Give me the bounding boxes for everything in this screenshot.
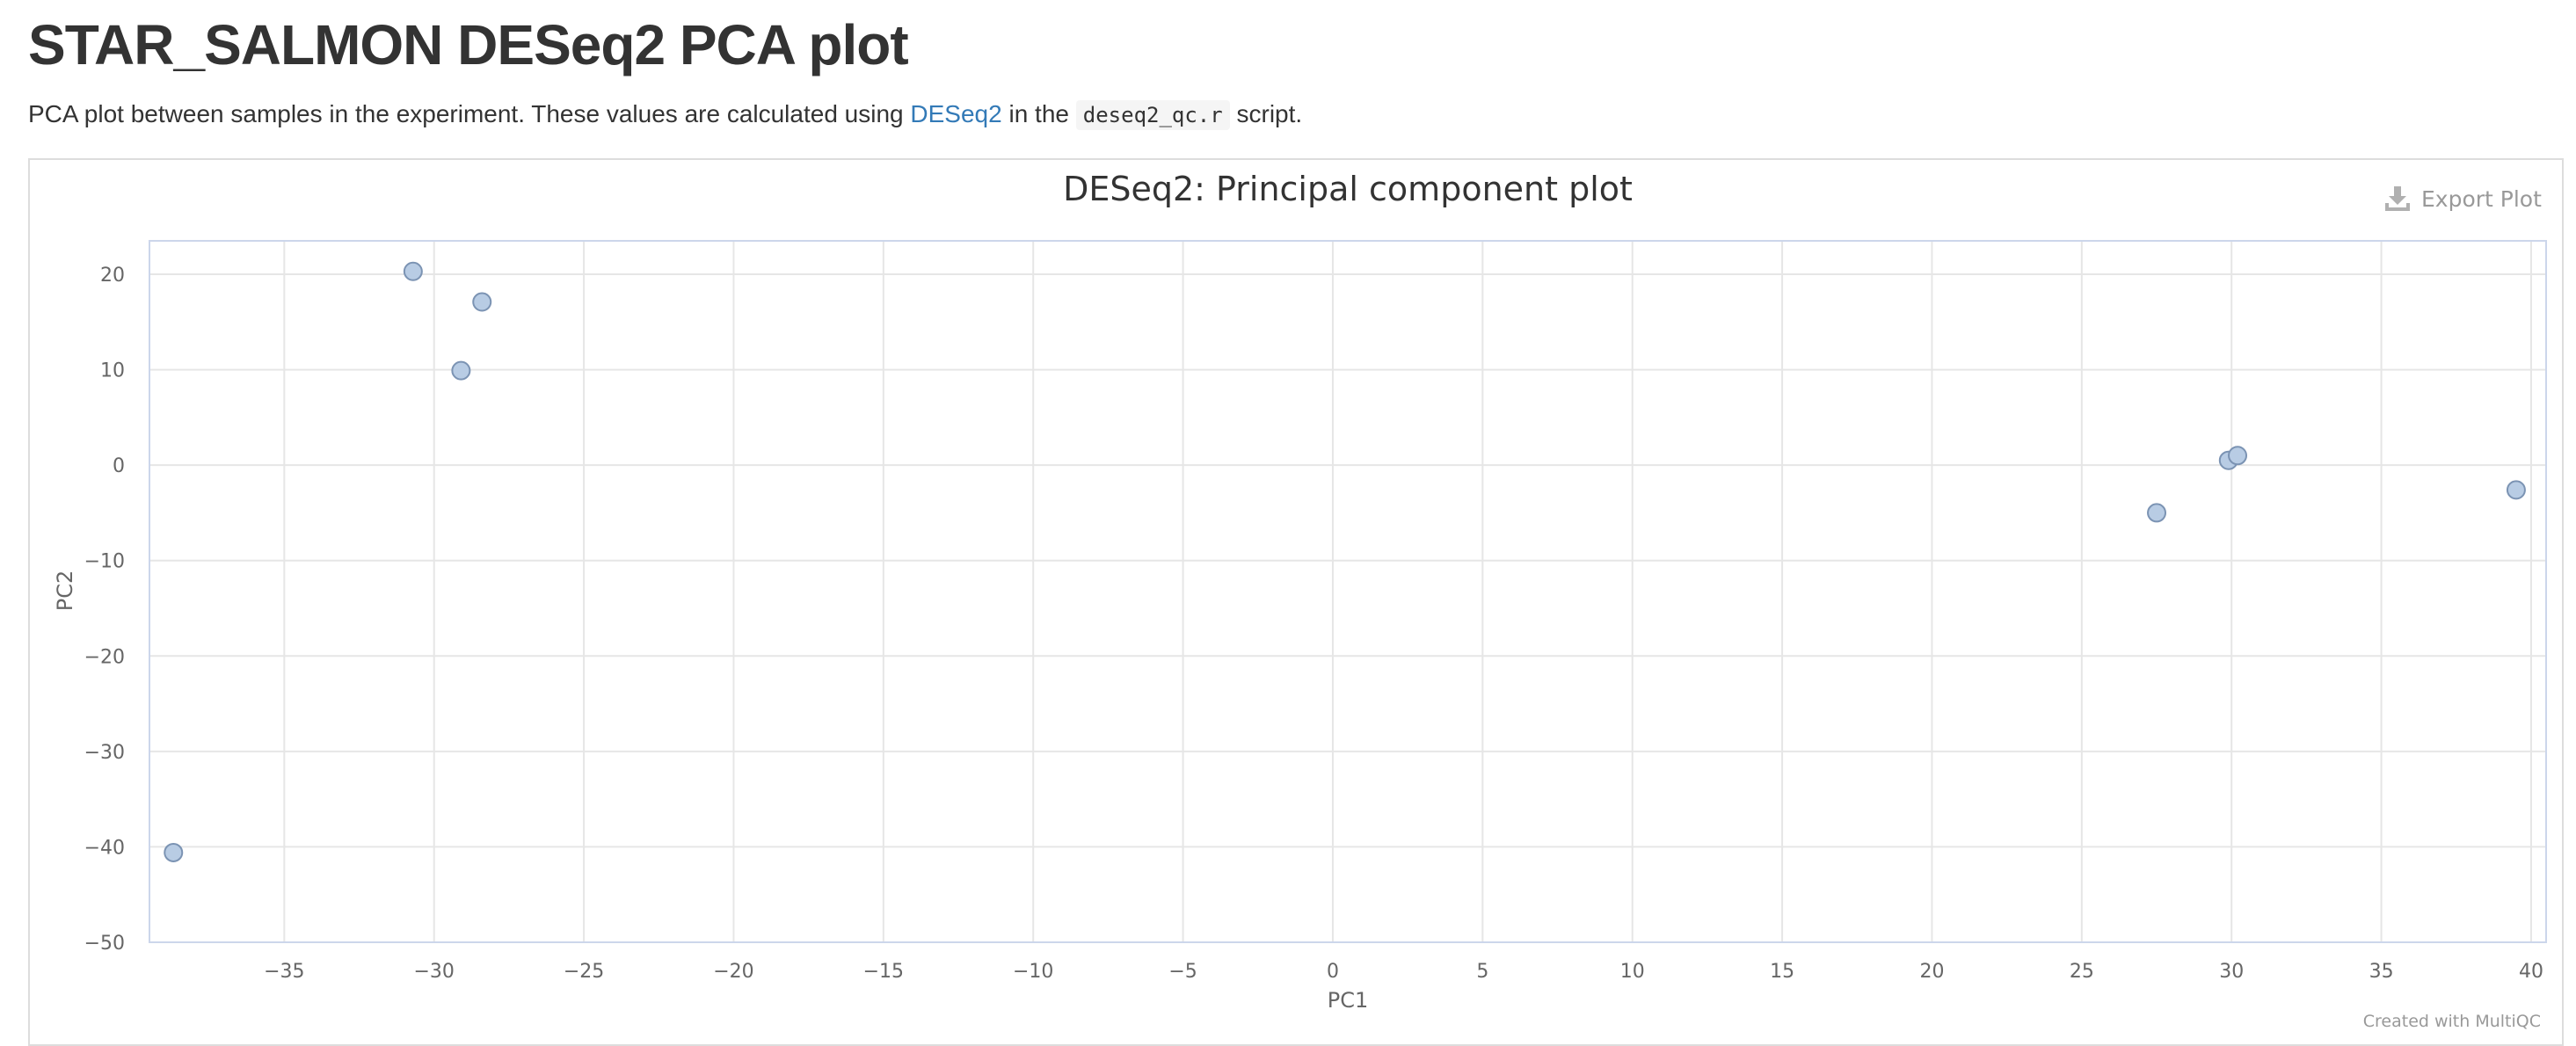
x-tick-label: 40: [2519, 961, 2543, 983]
sample-point[interactable]: [2147, 503, 2167, 523]
description-text: PCA plot between samples in the experime…: [28, 100, 911, 127]
x-tick-label: 0: [1327, 961, 1339, 983]
plot-panel: [28, 158, 2564, 1046]
description-text-end: script.: [1229, 100, 1303, 127]
y-tick-label: −40: [84, 837, 125, 859]
export-plot-label: Export Plot: [2421, 185, 2542, 212]
page-description: PCA plot between samples in the experime…: [28, 97, 1302, 133]
x-tick-label: 5: [1476, 961, 1488, 983]
x-tick-label: 20: [1919, 961, 1944, 983]
script-name-code: deseq2_qc.r: [1075, 100, 1230, 130]
y-tick-label: −20: [84, 646, 125, 668]
plot-area-frame: [149, 240, 2547, 943]
page-title: STAR_SALMON DESeq2 PCA plot: [28, 13, 909, 76]
x-tick-label: 25: [2070, 961, 2094, 983]
x-tick-label: −20: [713, 961, 753, 983]
y-tick-label: 20: [100, 265, 125, 287]
download-icon: [2383, 184, 2412, 214]
x-tick-label: 15: [1770, 961, 1794, 983]
x-tick-label: 35: [2369, 961, 2394, 983]
chart-title: DESeq2: Principal component plot: [1063, 170, 1633, 208]
sample-point[interactable]: [403, 261, 423, 281]
deseq2-link[interactable]: DESeq2: [910, 100, 1002, 127]
axis-tick-labels: −35 −30 −25 −20 −15 −10 −5 0 5 10 15 20 25 30 35 402010…: [84, 265, 2543, 983]
y-tick-label: −10: [84, 551, 125, 573]
multiqc-credits: Created with MultiQC: [2362, 1012, 2541, 1031]
y-tick-label: −50: [84, 933, 125, 955]
x-tick-label: 10: [1620, 961, 1645, 983]
x-tick-label: −15: [863, 961, 904, 983]
x-tick-label: −10: [1013, 961, 1053, 983]
y-tick-label: 10: [100, 360, 125, 382]
x-tick-label: 30: [2219, 961, 2244, 983]
export-plot-button[interactable]: Export Plot: [2383, 183, 2542, 214]
sample-point[interactable]: [451, 360, 471, 381]
sample-point[interactable]: [472, 292, 492, 312]
sample-point[interactable]: [164, 842, 184, 862]
description-text-mid: in the: [1001, 100, 1076, 127]
x-tick-label: −5: [1168, 961, 1197, 983]
sample-point[interactable]: [2506, 480, 2526, 500]
y-tick-label: −30: [84, 742, 125, 764]
y-axis-title: PC2: [53, 570, 77, 612]
sample-point[interactable]: [2228, 446, 2248, 466]
x-tick-label: −35: [264, 961, 304, 983]
y-tick-label: 0: [113, 455, 125, 477]
x-tick-label: −30: [413, 961, 454, 983]
data-points[interactable]: [164, 261, 2526, 862]
x-tick-label: −25: [564, 961, 604, 983]
x-axis-title: PC1: [1328, 988, 1369, 1013]
grid-lines: [149, 241, 2546, 943]
